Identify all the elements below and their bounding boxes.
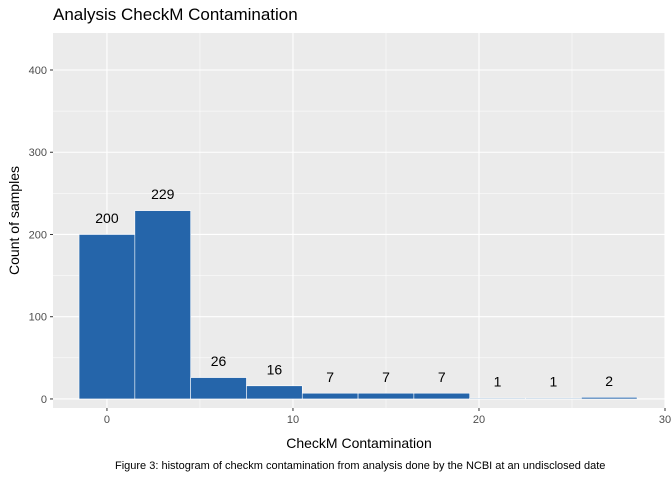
count-labels: 200 229 26 16 7 7 7 1 1 2 <box>95 186 613 390</box>
bar-count-label: 16 <box>267 361 283 377</box>
histogram-bar <box>190 377 247 400</box>
bar-count-label: 200 <box>95 210 119 226</box>
bar-count-label: 7 <box>326 369 334 385</box>
bar-count-label: 2 <box>605 373 613 389</box>
y-tick-label: 300 <box>29 147 47 159</box>
bar-count-label: 229 <box>151 186 175 202</box>
histogram-bar <box>246 385 303 400</box>
bar-count-label: 1 <box>494 374 502 390</box>
histogram-bar <box>357 392 415 400</box>
y-axis-label: Count of samples <box>6 166 22 275</box>
y-axis: 0 100 200 300 400 <box>29 65 53 406</box>
x-tick-label: 0 <box>104 414 110 426</box>
histogram-bar <box>525 397 582 400</box>
x-axis-label: CheckM Contamination <box>286 435 432 451</box>
figure-caption: Figure 3: histogram of checkm contaminat… <box>115 460 606 472</box>
histogram-bar <box>469 397 526 400</box>
bar-count-label: 7 <box>438 369 446 385</box>
bar-count-label: 1 <box>549 374 557 390</box>
bar-count-label: 26 <box>211 353 227 369</box>
y-tick-label: 200 <box>29 229 47 241</box>
x-tick-label: 20 <box>473 414 485 426</box>
x-tick-label: 30 <box>659 414 671 426</box>
x-tick-label: 10 <box>287 414 299 426</box>
y-tick-label: 0 <box>41 394 47 406</box>
y-tick-label: 100 <box>29 312 47 324</box>
bar-count-label: 7 <box>382 369 390 385</box>
histogram-bar <box>413 392 470 400</box>
x-axis: 0 10 20 30 <box>104 408 671 426</box>
histogram-bar <box>580 397 638 400</box>
chart-title: Analysis CheckM Contamination <box>53 5 298 24</box>
histogram-bar <box>78 234 136 400</box>
y-tick-label: 400 <box>29 65 47 77</box>
histogram-bars <box>78 210 638 400</box>
histogram-bar <box>301 392 359 400</box>
histogram-bar <box>134 210 191 400</box>
